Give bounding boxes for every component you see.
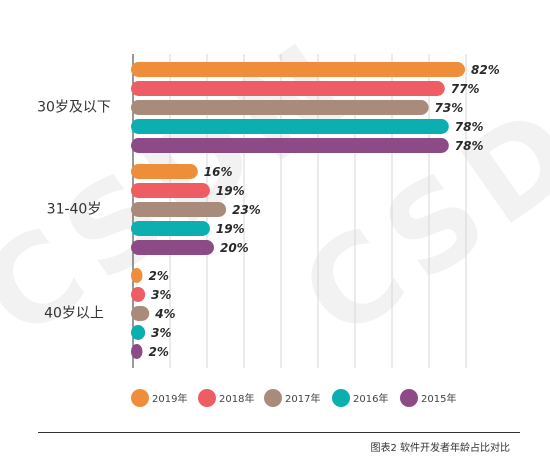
category-label: 31-40岁 [47,202,102,218]
legend-swatch [131,389,149,407]
legend-label: 2019年 [152,392,187,405]
bar [131,62,465,77]
data-label: 19% [216,222,245,236]
legend-swatch [332,389,350,407]
legend-label: 2015年 [421,392,456,405]
data-label: 23% [232,203,261,217]
data-label: 3% [151,288,171,302]
data-label: 78% [455,120,484,134]
bar [131,100,429,115]
legend-label: 2018年 [219,392,254,405]
bar [131,268,143,283]
bar [131,221,210,236]
data-label: 4% [154,307,175,321]
bar [131,138,449,153]
data-label: 16% [204,165,233,179]
bar [131,164,198,179]
bar [131,344,143,359]
data-label: 78% [455,139,484,153]
data-label: 3% [151,326,171,340]
legend-swatch [198,389,216,407]
legend-swatch [400,389,418,407]
category-label: 40岁以上 [44,306,104,322]
bar [131,202,227,217]
legend-label: 2016年 [353,392,388,405]
legend-label: 2017年 [285,392,320,405]
figure-caption: 图表2 软件开发者年龄占比对比 [370,443,510,454]
data-label: 19% [216,184,245,198]
legend-swatch [264,389,282,407]
data-label: 77% [451,82,480,96]
data-label: 73% [435,101,464,115]
data-label: 20% [220,241,249,255]
bar [131,287,146,302]
bar [131,325,146,340]
bar [131,240,214,255]
bar [131,81,445,96]
data-label: 2% [149,269,169,283]
data-label: 2% [149,345,169,359]
bar-chart: 30岁及以下 82% 77% 73% 78% 78% 31-40岁 16% 19% 23% 19% 2… [37,54,500,407]
bar [131,306,150,321]
caption-divider [38,432,520,433]
category-label: 30岁及以下 [37,100,111,116]
data-label: 82% [471,63,500,77]
bar [131,183,210,198]
bar [131,119,449,134]
